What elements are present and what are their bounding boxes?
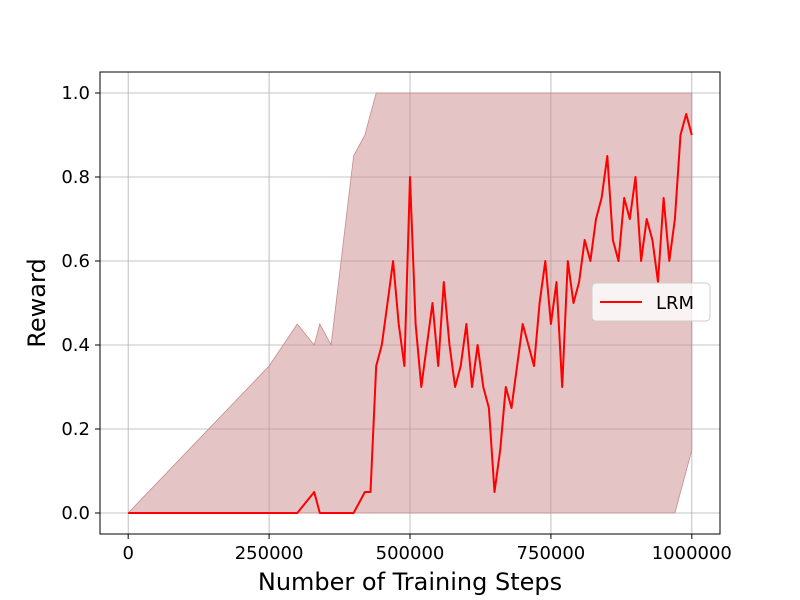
y-tick-label: 0.2 bbox=[61, 419, 90, 440]
y-tick-label: 0.6 bbox=[61, 251, 90, 272]
x-tick-label: 750000 bbox=[517, 543, 586, 564]
y-tick-label: 0.8 bbox=[61, 167, 90, 188]
lrm-mean-line bbox=[128, 113, 693, 514]
y-axis-title: Reward bbox=[23, 258, 51, 347]
y-tick-label: 0.4 bbox=[61, 335, 90, 356]
y-axis-ticks: 0.0 0.2 0.4 0.6 0.8 1.0 bbox=[61, 83, 100, 524]
legend: LRM bbox=[591, 282, 711, 322]
reward-band-area bbox=[127, 92, 693, 514]
y-tick-label: 1.0 bbox=[61, 83, 90, 104]
x-tick-label: 500000 bbox=[376, 543, 445, 564]
y-tick-label: 0.0 bbox=[61, 503, 90, 524]
x-tick-label: 0 bbox=[122, 543, 133, 564]
x-tick-label: 250000 bbox=[235, 543, 304, 564]
legend-box bbox=[591, 282, 711, 322]
lrm-line bbox=[128, 113, 693, 514]
legend-label-lrm: LRM bbox=[656, 293, 694, 314]
x-axis-title: Number of Training Steps bbox=[258, 568, 562, 596]
reward-band bbox=[127, 92, 693, 514]
x-axis-ticks: 0 250000 500000 750000 1000000 bbox=[122, 534, 732, 564]
x-tick-label: 1000000 bbox=[652, 543, 732, 564]
